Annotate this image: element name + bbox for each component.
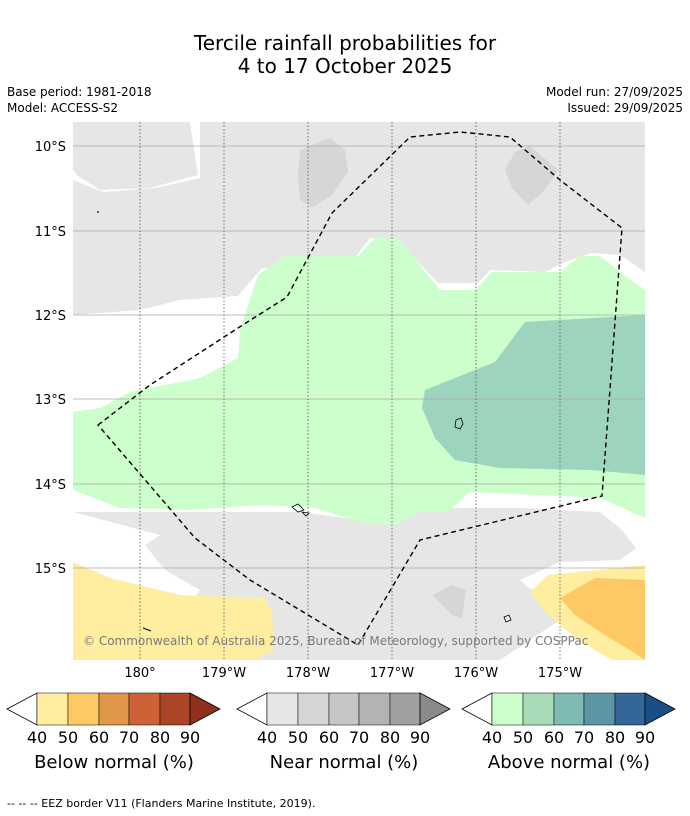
legend-near-tick-70: 70: [348, 728, 370, 747]
model-run: Model run: 27/09/2025: [545, 85, 683, 99]
legend-below-swatch: [98, 692, 130, 726]
legend-near-swatch: [297, 692, 330, 726]
near-normal-50-patch-2: [505, 146, 558, 205]
legend-below-colorbar: [6, 692, 221, 726]
latitude-gridlines: [73, 145, 645, 569]
base-period: Base period: 1981-2018: [7, 85, 152, 99]
legend-above-tick-60: 60: [543, 728, 565, 747]
legend-above-swatch: [522, 692, 555, 726]
legend-below-swatch: [128, 692, 161, 726]
legend-below-tick-70: 70: [118, 728, 140, 747]
lat-label-13s: 13°S: [35, 393, 66, 408]
meta-left: Base period: 1981-2018 Model: ACCESS-S2: [7, 84, 152, 116]
copyright-notice: © Commonwealth of Australia 2025, Bureau…: [83, 634, 588, 648]
island-small-sw: [142, 627, 152, 632]
map-canvas: © Commonwealth of Australia 2025, Bureau…: [35, 122, 645, 681]
legend-above-swatch: [491, 692, 524, 726]
title-line-2: 4 to 17 October 2025: [237, 54, 453, 78]
lon-label-180: 180°: [124, 666, 155, 681]
map-plot-area: © Commonwealth of Australia 2025, Bureau…: [73, 122, 645, 660]
legend-above-swatch: [583, 692, 616, 726]
legend-above-tick-70: 70: [573, 728, 595, 747]
legend-near-under-arrow: [236, 692, 268, 726]
legend-above-under-arrow: [461, 692, 493, 726]
legend-near-tick-80: 80: [379, 728, 401, 747]
legend-below-normal: 40 50 60 70 80 90 Below normal (%): [6, 692, 222, 773]
island-south: [503, 614, 512, 623]
legend-above-over-arrow: [644, 692, 676, 726]
legend-near-tick-60: 60: [318, 728, 340, 747]
legend-below-tick-50: 50: [57, 728, 79, 747]
title-line-1: Tercile rainfall probabilities for: [193, 31, 497, 55]
near-normal-region-central: [73, 122, 645, 315]
legend-near-swatch: [328, 692, 360, 726]
legend-above-tick-90: 90: [634, 728, 656, 747]
near-normal-region-north: [73, 122, 198, 190]
near-normal-50-patch-3: [432, 585, 466, 618]
legend-near-swatch: [266, 692, 299, 726]
legend-near-normal: 40 50 60 70 80 90 Near normal (%): [236, 692, 452, 773]
island-atafu-area: [454, 417, 464, 430]
legend-near-over-arrow: [419, 692, 451, 726]
lon-label-175w: 175°W: [538, 666, 582, 681]
legend-near-caption: Near normal (%): [269, 752, 419, 773]
lat-label-15s: 15°S: [35, 562, 66, 577]
island-dot: [97, 211, 99, 213]
legend-below-tick-90: 90: [179, 728, 201, 747]
legend-near-colorbar: [236, 692, 451, 726]
legend-above-normal: 40 50 60 70 80 90 Above normal (%): [461, 692, 677, 773]
lat-label-11s: 11°S: [35, 225, 66, 240]
lat-label-12s: 12°S: [35, 309, 66, 324]
legend-below-swatch: [159, 692, 191, 726]
legend-below-swatch: [67, 692, 100, 726]
legend-near-swatch: [389, 692, 421, 726]
lon-label-179w: 179°W: [202, 666, 246, 681]
legend-above-swatch: [553, 692, 585, 726]
lon-label-178w: 178°W: [286, 666, 330, 681]
legend-below-caption: Below normal (%): [34, 752, 194, 773]
eez-footnote: -- -- -- EEZ border V11 (Flanders Marine…: [7, 797, 316, 810]
legend-above-colorbar: [461, 692, 676, 726]
model-name: Model: ACCESS-S2: [7, 101, 119, 115]
issued-date: Issued: 29/09/2025: [567, 101, 683, 115]
island-pair-west: [291, 503, 310, 517]
legend-near-tick-50: 50: [287, 728, 309, 747]
legend-near-swatch: [358, 692, 391, 726]
map-title: Tercile rainfall probabilities for 4 to …: [0, 32, 690, 78]
legend-above-tick-40: 40: [481, 728, 503, 747]
lat-label-10s: 10°S: [35, 140, 66, 155]
legend-near-tick-40: 40: [256, 728, 278, 747]
legend-below-over-arrow: [189, 692, 221, 726]
near-normal-50-patch-1: [298, 138, 348, 208]
legend-above-tick-80: 80: [604, 728, 626, 747]
below-normal-50-region: [560, 578, 645, 660]
meta-right: Model run: 27/09/2025 Issued: 29/09/2025: [546, 84, 683, 116]
lon-label-176w: 176°W: [454, 666, 498, 681]
legend-below-swatch: [36, 692, 69, 726]
legend-below-tick-40: 40: [26, 728, 48, 747]
lat-label-14s: 14°S: [35, 478, 66, 493]
legend-below-tick-60: 60: [88, 728, 110, 747]
legend-above-swatch: [614, 692, 646, 726]
longitude-gridlines: [139, 122, 561, 660]
legend-above-tick-50: 50: [512, 728, 534, 747]
eez-border: [96, 131, 623, 646]
above-normal-60-region: [422, 315, 645, 475]
legend-above-caption: Above normal (%): [487, 752, 651, 773]
below-normal-region-sw: [73, 562, 274, 660]
legend-near-tick-90: 90: [409, 728, 431, 747]
legend-below-under-arrow: [6, 692, 38, 726]
lon-label-177w: 177°W: [370, 666, 414, 681]
legend-below-tick-80: 80: [149, 728, 171, 747]
